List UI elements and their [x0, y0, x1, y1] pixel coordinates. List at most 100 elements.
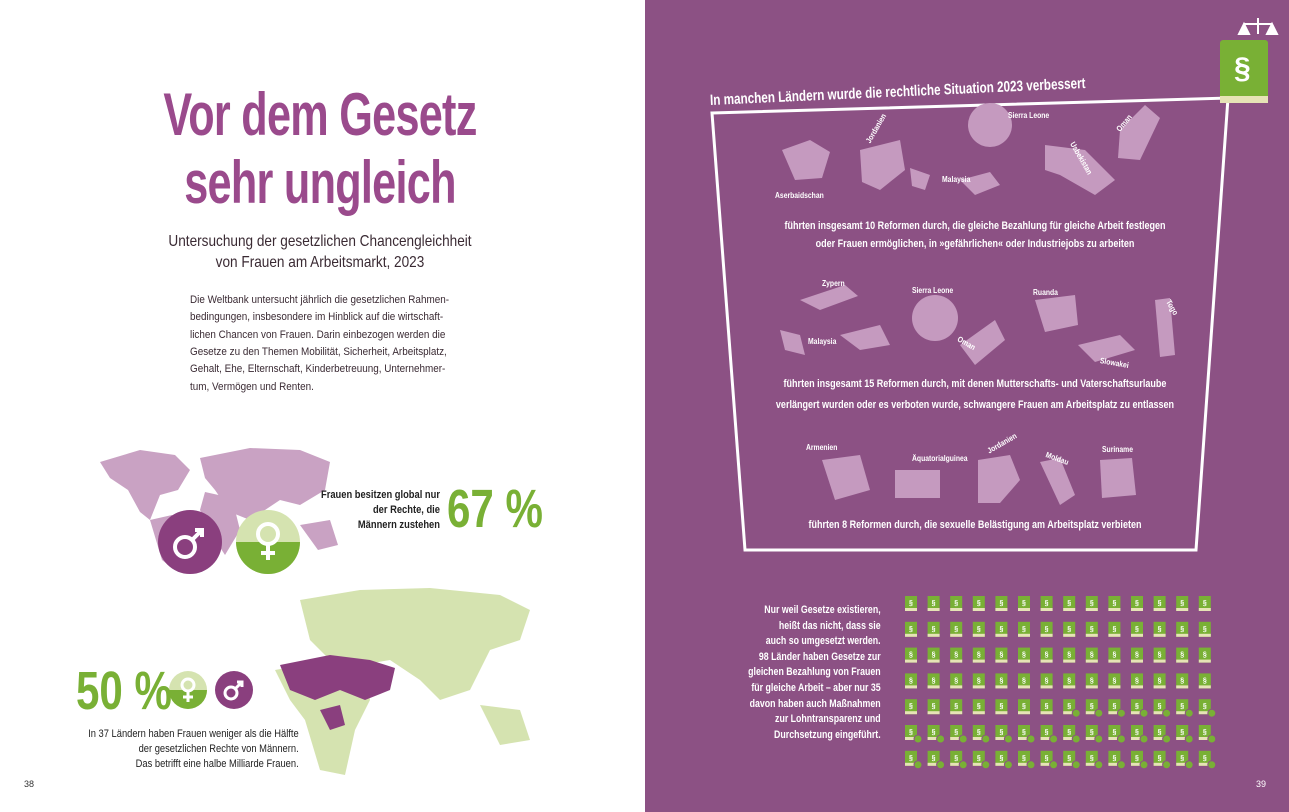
icon-body: [1153, 725, 1166, 740]
law-icon: §: [1176, 750, 1194, 770]
law-icon: §: [927, 596, 940, 611]
icon-symbol: §: [1135, 600, 1139, 607]
icon-symbol: §: [1090, 652, 1094, 659]
law-icon: §: [1153, 673, 1166, 689]
icon-pages: [1063, 711, 1076, 715]
note-line: Nur weil Gesetze existieren,: [764, 604, 881, 616]
law-icon: §: [1108, 621, 1121, 637]
icon-pages: [1153, 685, 1166, 689]
icon-body: [1131, 647, 1143, 663]
icon-symbol: §: [1158, 677, 1162, 684]
icon-body: [905, 725, 917, 740]
icon-badge: [1049, 760, 1059, 770]
icon-pages: [995, 685, 1008, 689]
note-text: Nur weil Gesetze existieren, heißt das ni…: [748, 603, 881, 743]
icon-symbol: §: [1158, 729, 1162, 736]
icon-pages: [972, 659, 985, 663]
icon-pages: [1018, 762, 1030, 766]
icon-symbol: §: [954, 600, 958, 607]
icon-symbol: §: [977, 703, 981, 710]
icon-body: [1153, 596, 1166, 611]
icon-pages: [1131, 762, 1143, 766]
half-value: 50 %: [76, 661, 173, 721]
icon-body: [1153, 673, 1166, 689]
icon-pages: [1108, 608, 1121, 611]
icon-badge: [981, 734, 991, 744]
icon-symbol: §: [977, 626, 981, 633]
icon-badge: [1116, 734, 1126, 744]
icon-badge: [958, 760, 968, 770]
icon-body: [1108, 596, 1121, 611]
icon-body: [1108, 699, 1121, 715]
icon-symbol: §: [909, 626, 913, 633]
icon-body: [1108, 673, 1121, 689]
law-icon: §: [1085, 596, 1098, 611]
law-icon: §: [1063, 647, 1076, 663]
law-icon: §: [995, 621, 1008, 637]
icon-pages: [1040, 711, 1053, 715]
icon-badge: [1116, 760, 1126, 770]
icon-pages: [1153, 737, 1166, 740]
law-icon: §: [1085, 725, 1104, 744]
group-caption: führten 8 Reformen durch, die sexuelle B…: [808, 519, 1142, 531]
body-line: tum, Vermögen und Renten.: [190, 380, 314, 393]
icon-pages: [1131, 685, 1143, 689]
law-icon: §: [972, 596, 985, 611]
icon-body: [1063, 750, 1076, 766]
law-icon: §: [995, 647, 1008, 663]
law-icon: §: [1040, 621, 1053, 637]
law-icon: §: [1108, 750, 1126, 770]
law-icon: §: [1198, 750, 1217, 770]
icon-pages: [1153, 762, 1166, 766]
icon-badge: [1184, 708, 1194, 718]
icon-symbol: §: [1203, 600, 1207, 607]
icon-pages: [1176, 737, 1189, 740]
icon-symbol: §: [954, 755, 958, 762]
icon-pages: [1131, 737, 1143, 740]
icon-symbol: §: [1067, 755, 1071, 762]
icon-body: [995, 673, 1008, 689]
icon-pages: [1063, 762, 1076, 766]
law-icon: §: [905, 647, 917, 663]
icon-symbol: §: [1135, 677, 1139, 684]
icon-body: [972, 699, 985, 715]
icon-body: [927, 725, 940, 740]
icon-body: [927, 647, 940, 663]
law-icon: §: [1131, 750, 1149, 770]
icon-pages: [905, 737, 917, 740]
icon-pages: [1040, 685, 1053, 689]
icon-pages: [972, 685, 985, 689]
icon-symbol: §: [1045, 626, 1049, 633]
icon-body: [1085, 673, 1098, 689]
law-icon: §: [1153, 725, 1172, 744]
icon-pages: [1176, 711, 1189, 715]
icon-body: [1063, 699, 1076, 715]
law-icon: §: [950, 596, 963, 611]
icon-symbol: §: [932, 703, 936, 710]
icon-pages: [995, 608, 1008, 611]
icon-pages: [1108, 711, 1121, 715]
law-icon: §: [950, 750, 968, 770]
icon-body: [1085, 725, 1098, 740]
icon-body: [972, 750, 985, 766]
icon-pages: [1085, 711, 1098, 715]
icon-pages: [1040, 633, 1053, 637]
icon-body: [950, 673, 963, 689]
law-icon: §: [972, 699, 985, 715]
icon-body: [995, 621, 1008, 637]
law-icon: §: [1018, 621, 1030, 637]
law-icon: §: [1176, 647, 1189, 663]
law-icon: §: [995, 673, 1008, 689]
icon-symbol: §: [1158, 600, 1162, 607]
icon-symbol: §: [1045, 703, 1049, 710]
icon-pages: [1063, 685, 1076, 689]
icon-symbol: §: [1022, 652, 1026, 659]
frame: [710, 96, 1230, 552]
law-icon: §: [1153, 699, 1172, 718]
icon-pages: [1040, 737, 1053, 740]
icon-symbol: §: [999, 652, 1003, 659]
icon-pages: [927, 608, 940, 611]
group-caption: verlängert wurden oder es verboten wurde…: [775, 399, 1175, 411]
icon-pages: [950, 685, 963, 689]
icon-symbol: §: [909, 652, 913, 659]
